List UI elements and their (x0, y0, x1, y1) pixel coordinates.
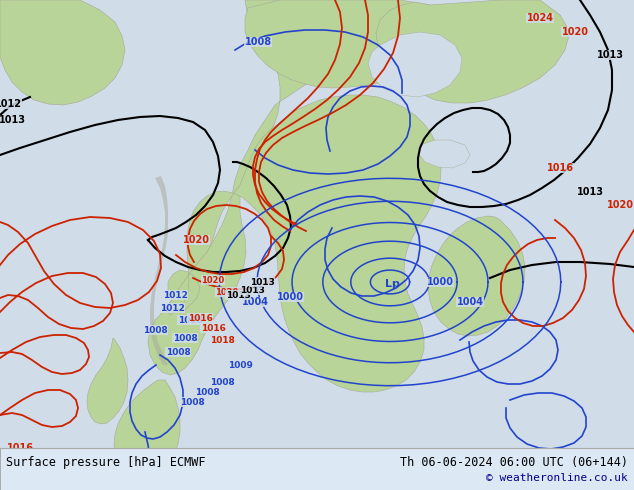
Text: 1013: 1013 (302, 464, 327, 472)
Text: 1013: 1013 (240, 286, 264, 294)
Text: 1008: 1008 (172, 334, 197, 343)
Text: 1013: 1013 (226, 291, 250, 299)
Polygon shape (148, 0, 340, 375)
Text: 1020: 1020 (216, 288, 238, 296)
Text: 1008: 1008 (178, 316, 202, 324)
Text: 1004: 1004 (242, 297, 269, 307)
Text: 1000: 1000 (276, 292, 304, 302)
Text: 1008: 1008 (210, 377, 235, 387)
Polygon shape (87, 338, 128, 424)
Text: 1012: 1012 (0, 99, 22, 109)
Text: 1020: 1020 (183, 235, 209, 245)
Text: © weatheronline.co.uk: © weatheronline.co.uk (486, 473, 628, 483)
Text: 1004: 1004 (456, 297, 484, 307)
Polygon shape (418, 140, 470, 168)
Text: 1012: 1012 (108, 456, 133, 465)
Polygon shape (376, 0, 570, 103)
Text: 1008: 1008 (195, 388, 219, 396)
Text: 1020: 1020 (202, 275, 224, 285)
Text: 1008: 1008 (165, 347, 190, 357)
Polygon shape (0, 0, 125, 105)
Text: 1020: 1020 (607, 200, 633, 210)
Text: 1008: 1008 (153, 458, 178, 466)
Text: 1012: 1012 (160, 303, 184, 313)
Polygon shape (150, 176, 168, 365)
Polygon shape (368, 32, 462, 97)
Text: 1013: 1013 (257, 470, 282, 480)
Polygon shape (168, 270, 200, 310)
Text: 1008: 1008 (245, 37, 271, 47)
Text: 1009: 1009 (228, 361, 252, 369)
Text: 1016: 1016 (6, 443, 34, 453)
Text: 1013: 1013 (576, 187, 604, 197)
Text: 1013: 1013 (283, 466, 307, 474)
Text: 1008: 1008 (178, 464, 202, 472)
Text: 1016: 1016 (200, 323, 226, 333)
Polygon shape (114, 380, 180, 484)
Text: 1000: 1000 (427, 277, 453, 287)
Text: 1008: 1008 (198, 470, 223, 480)
Text: 1012: 1012 (162, 291, 188, 299)
Text: Th 06-06-2024 06:00 UTC (06+144): Th 06-06-2024 06:00 UTC (06+144) (400, 456, 628, 468)
Text: 1020: 1020 (562, 27, 588, 37)
Text: 1013: 1013 (597, 50, 623, 60)
Text: 1009: 1009 (238, 475, 262, 485)
Text: 1013: 1013 (0, 115, 25, 125)
Text: 1016: 1016 (188, 314, 212, 322)
Text: 1008: 1008 (179, 397, 204, 407)
Text: Surface pressure [hPa] ECMWF: Surface pressure [hPa] ECMWF (6, 456, 205, 468)
Polygon shape (165, 95, 441, 392)
Text: Lp: Lp (385, 279, 399, 289)
Text: 1024: 1024 (526, 13, 553, 23)
Text: 1016: 1016 (547, 163, 574, 173)
Text: 1009: 1009 (217, 475, 242, 485)
Polygon shape (245, 0, 460, 88)
Text: 1018: 1018 (210, 336, 235, 344)
Text: 1012: 1012 (127, 450, 152, 460)
Bar (0, 448, 634, 490)
Text: 1013: 1013 (250, 277, 275, 287)
Text: 1008: 1008 (143, 325, 167, 335)
Polygon shape (428, 216, 525, 336)
